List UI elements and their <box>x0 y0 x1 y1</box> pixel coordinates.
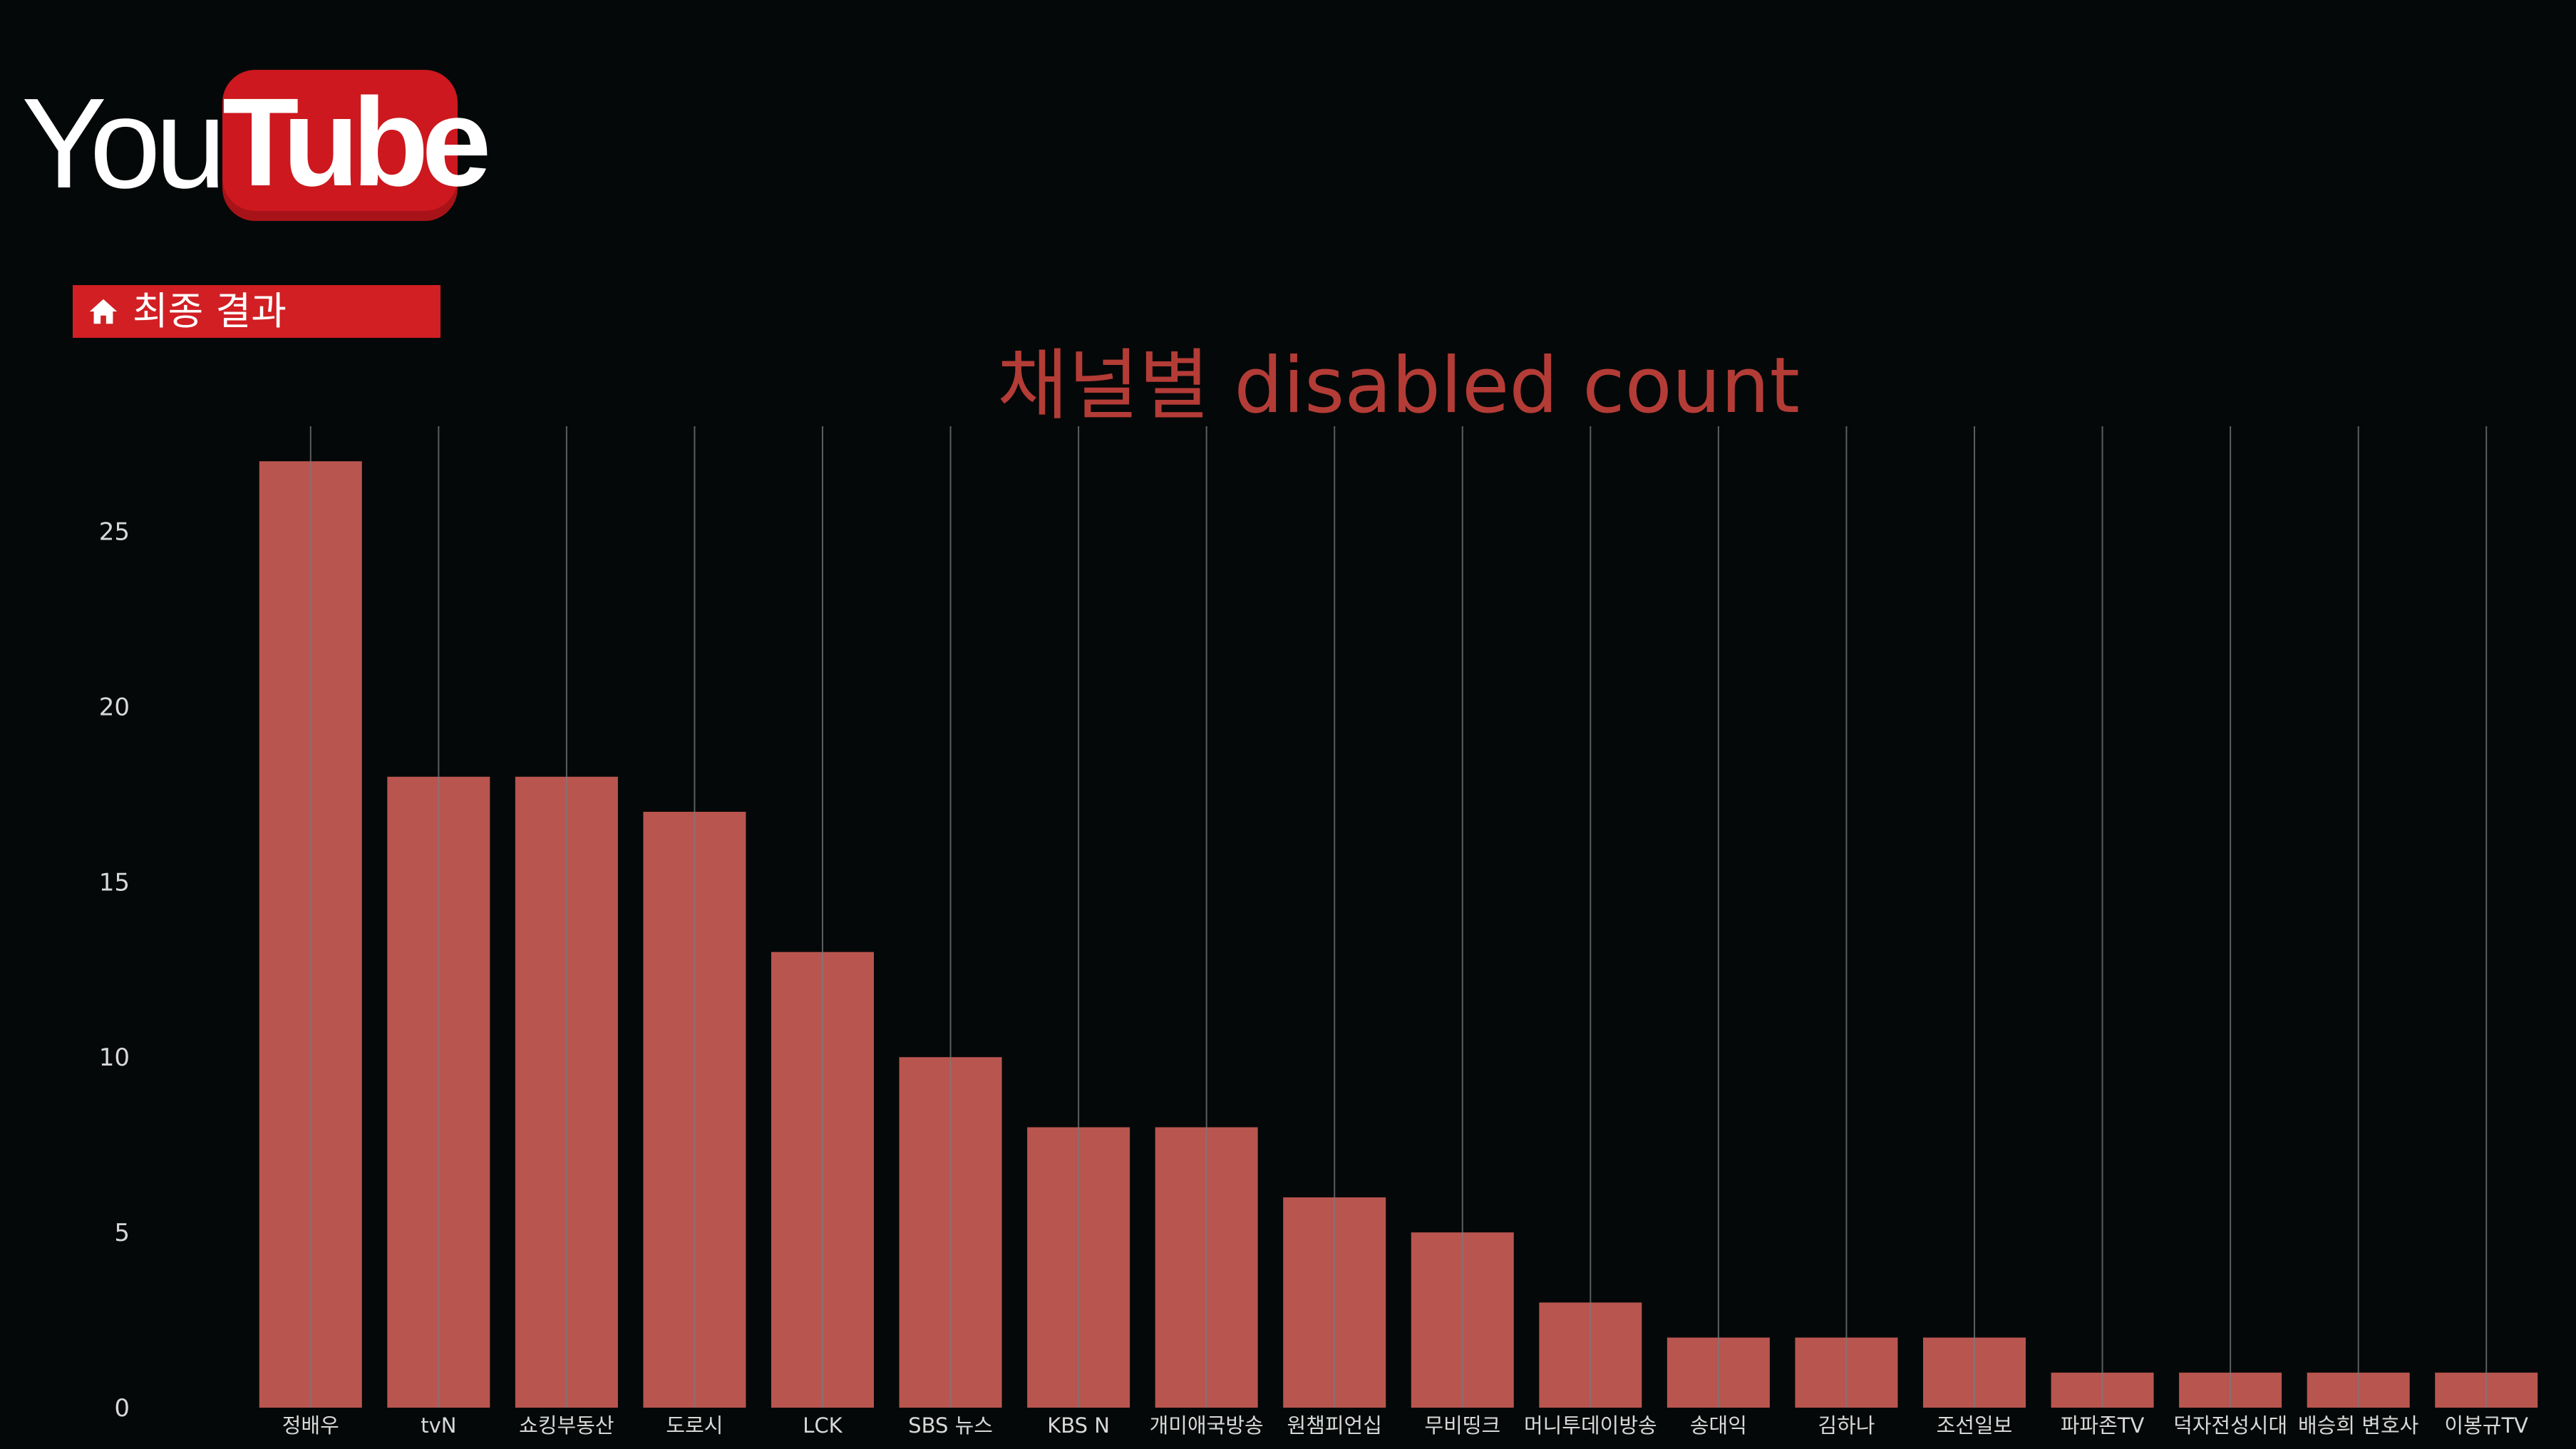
x-tick-label-1: tvN <box>421 1413 456 1438</box>
home-nav-label: 최종 결과 <box>133 289 287 334</box>
x-tick-label-14: 파파존TV <box>2061 1413 2145 1438</box>
x-axis-ticks: 정배우 tvN 쇼킹부동산 도로시 LCK SBS 뉴스 KBS N 개미애국방송 원챔피언십 무… <box>282 1413 2528 1438</box>
y-tick-label-3: 15 <box>99 868 130 897</box>
logo-red-box: Tube <box>222 70 491 221</box>
home-nav-button[interactable]: 최종 결과 <box>73 285 441 338</box>
x-tick-label-5: SBS 뉴스 <box>908 1413 993 1438</box>
y-tick-label-4: 20 <box>99 693 130 721</box>
y-tick-label-5: 25 <box>99 518 130 547</box>
y-tick-label-2: 10 <box>99 1043 130 1072</box>
grid-layer <box>309 426 2488 1408</box>
logo-text-tube: Tube <box>222 73 491 212</box>
x-tick-label-2: 쇼킹부동산 <box>519 1413 614 1438</box>
x-tick-label-15: 덕자전성시대 <box>2173 1413 2287 1438</box>
x-tick-label-7: 개미애국방송 <box>1150 1413 1264 1438</box>
x-tick-label-4: LCK <box>803 1413 843 1438</box>
y-tick-label-0: 0 <box>114 1394 130 1423</box>
x-tick-label-8: 원챔피언십 <box>1287 1413 1382 1438</box>
x-tick-label-0: 정배우 <box>282 1413 339 1438</box>
y-axis-ticks: 0 5 10 15 20 25 <box>99 518 130 1423</box>
x-tick-label-6: KBS N <box>1047 1413 1110 1438</box>
x-tick-label-12: 김하나 <box>1818 1413 1875 1438</box>
x-tick-label-10: 머니투데이방송 <box>1524 1413 1657 1438</box>
x-tick-label-16: 배승희 변호사 <box>2298 1413 2418 1438</box>
logo-text-you: You <box>21 72 227 215</box>
bars-layer <box>259 461 2538 1408</box>
x-tick-label-3: 도로시 <box>666 1413 723 1438</box>
chart-title: 채널별 disabled count <box>997 341 1800 430</box>
x-tick-label-11: 송대익 <box>1690 1413 1747 1438</box>
x-tick-label-17: 이봉규TV <box>2444 1413 2528 1438</box>
y-tick-label-1: 5 <box>114 1219 130 1247</box>
x-tick-label-13: 조선일보 <box>1937 1413 2013 1438</box>
x-tick-label-9: 무비띵크 <box>1424 1413 1500 1438</box>
home-icon <box>89 299 118 324</box>
youtube-logo: You Tube <box>21 70 491 222</box>
